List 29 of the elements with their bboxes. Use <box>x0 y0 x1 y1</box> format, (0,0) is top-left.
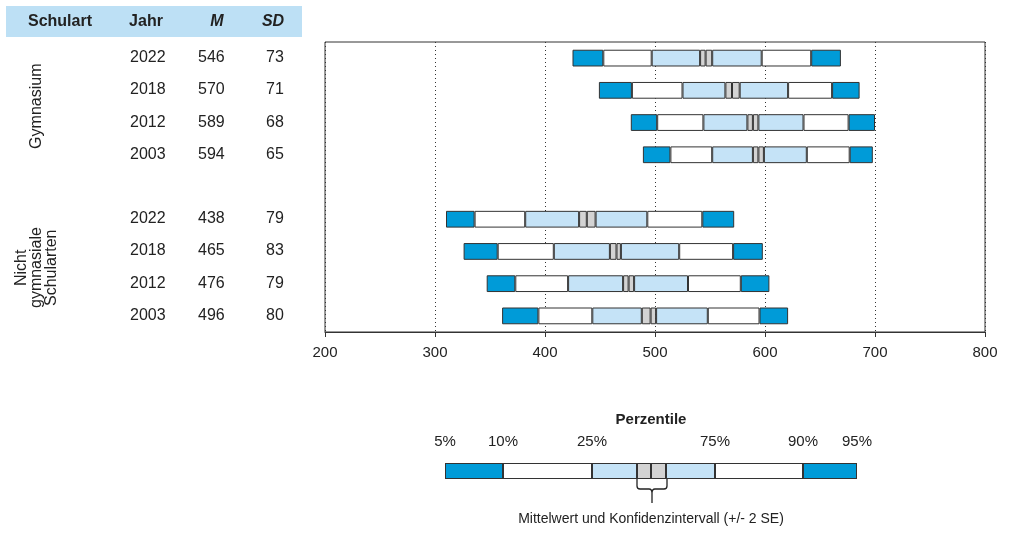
legend-title: Perzentile <box>614 410 688 427</box>
text: 2012 589 68 <box>130 112 284 130</box>
text: 2022 546 73 <box>130 48 284 66</box>
text: 2018 570 71 <box>130 80 284 98</box>
category-label: Gymnasium <box>26 63 44 150</box>
category-label: SD <box>260 12 286 30</box>
category-label: Nicht gymnasiale Schularten <box>11 227 59 309</box>
category-label: Jahr <box>128 12 164 30</box>
x-tick-label: 500 <box>642 343 668 360</box>
x-tick-label: 200 <box>312 343 338 360</box>
category-label: Schulart <box>27 12 93 30</box>
text: 2022 438 79 <box>130 209 284 227</box>
text: 90% <box>787 432 819 449</box>
text: 5% <box>433 432 457 449</box>
x-tick-label: 700 <box>862 343 888 360</box>
text: 2018 465 83 <box>130 241 284 259</box>
text: 2003 594 65 <box>130 144 284 162</box>
x-tick-label: 600 <box>752 343 778 360</box>
text: 25% <box>576 432 608 449</box>
text: Mittelwert und Konfidenzintervall (+/- 2 SE) <box>517 510 785 526</box>
x-tick-label: 400 <box>532 343 558 360</box>
category-label: M <box>210 12 224 29</box>
text: 75% <box>699 432 731 449</box>
text: 10% <box>487 432 519 449</box>
x-tick-label: 300 <box>422 343 448 360</box>
text: 2012 476 79 <box>130 273 284 291</box>
x-tick-label: 800 <box>972 343 998 360</box>
text: 95% <box>841 432 873 449</box>
text: 2003 496 80 <box>130 305 284 323</box>
